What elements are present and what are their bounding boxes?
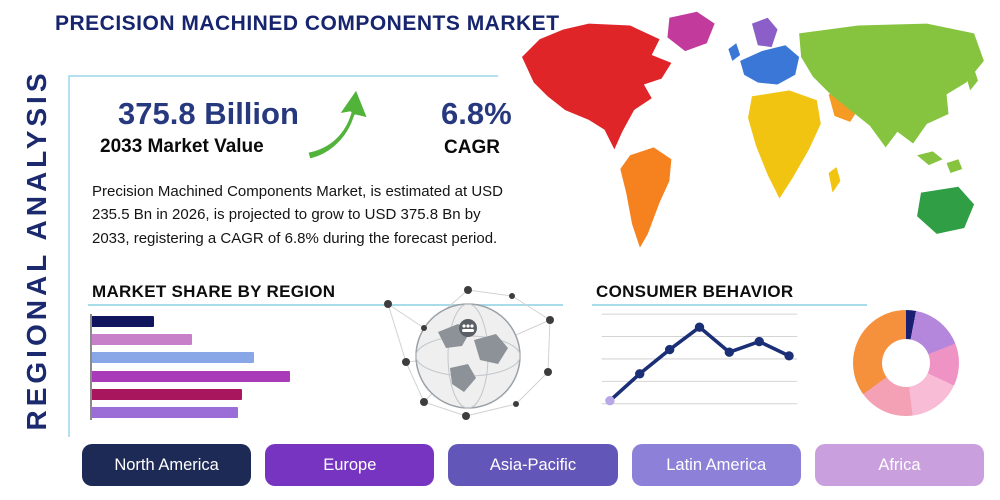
bar-6 (92, 406, 238, 418)
region-buttons: North America Europe Asia-Pacific Latin Ame… (82, 444, 985, 486)
map-indonesia (917, 151, 943, 166)
map-greenland (667, 11, 715, 52)
region-button-north-america[interactable]: North America (82, 444, 252, 486)
consumer-behavior-line-chart (597, 306, 802, 420)
market-share-heading: MARKET SHARE BY REGION (92, 282, 336, 301)
region-button-europe[interactable]: Europe (265, 444, 435, 486)
market-share-rule (88, 304, 563, 306)
region-button-africa[interactable]: Africa (814, 444, 985, 486)
region-share-donut-chart (853, 310, 959, 416)
world-map (522, 11, 984, 248)
consumer-behavior-heading: CONSUMER BEHAVIOR (596, 282, 794, 301)
market-value-label: 2033 Market Value (100, 136, 264, 157)
map-south-america (620, 147, 672, 248)
map-indonesia-2 (946, 159, 963, 173)
card-border-left (68, 75, 70, 437)
region-button-latin-america[interactable]: Latin America (631, 444, 801, 486)
bar-2 (92, 334, 192, 346)
cagr-number: 6.8% (441, 96, 512, 131)
bar-1 (92, 316, 155, 327)
market-share-bar-chart (90, 314, 300, 420)
page-title: PRECISION MACHINED COMPONENTS MARKET (55, 12, 560, 35)
map-madagascar (828, 167, 841, 193)
bar-5 (92, 388, 242, 400)
bar-4 (92, 370, 290, 382)
region-button-asia-pacific[interactable]: Asia-Pacific (448, 444, 618, 486)
map-north-america (522, 23, 672, 150)
map-asia (799, 23, 984, 148)
market-value-number: 375.8 Billion (118, 96, 299, 131)
side-label-regional-analysis: REGIONAL ANALYSIS (21, 69, 52, 431)
map-australia (917, 186, 975, 234)
card-border-top (68, 75, 498, 77)
market-description: Precision Machined Components Market, is… (92, 183, 504, 247)
donut-hole (881, 338, 931, 388)
map-uk (728, 43, 741, 61)
cagr-label: CAGR (444, 137, 500, 158)
map-europe (740, 45, 800, 85)
map-scandinavia (751, 17, 778, 48)
map-africa (748, 90, 821, 199)
globe-network-graphic (384, 286, 554, 420)
bar-3 (92, 352, 255, 364)
map-japan (966, 68, 978, 91)
growth-arrow-shape (305, 86, 370, 162)
growth-arrow-icon (305, 86, 370, 162)
consumer-behavior-rule (592, 304, 867, 306)
